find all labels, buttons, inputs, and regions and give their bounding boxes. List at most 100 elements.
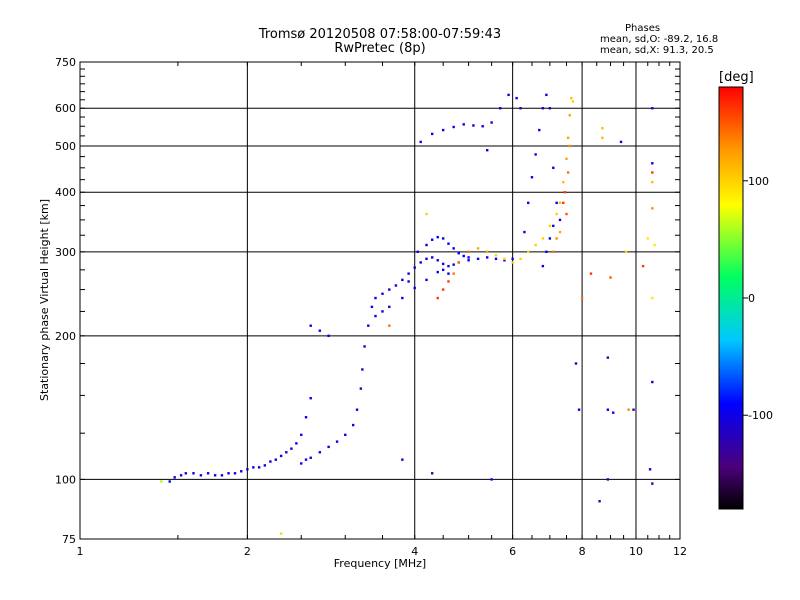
data-point	[447, 242, 450, 245]
data-point	[624, 250, 628, 254]
x-tick-label: 10	[629, 545, 643, 558]
data-point	[240, 470, 243, 473]
data-point	[279, 532, 283, 535]
y-tick-label: 600	[55, 102, 76, 115]
phases-title: Phases	[625, 23, 661, 34]
y-tick-label: 500	[55, 140, 76, 153]
data-point	[511, 261, 514, 264]
data-point	[367, 324, 370, 327]
data-point	[374, 314, 377, 318]
data-point	[601, 136, 604, 140]
data-point	[279, 454, 283, 458]
data-point	[425, 278, 428, 282]
data-point	[503, 257, 506, 261]
data-point	[606, 408, 610, 411]
data-point	[534, 243, 537, 247]
data-point	[220, 474, 224, 477]
data-point	[494, 257, 498, 261]
data-point	[555, 237, 558, 240]
data-point	[548, 107, 552, 110]
x-tick-label: 6	[509, 545, 516, 558]
phases-legend: Phases mean, sd,O: -89.2, 16.8 mean, sd,…	[600, 23, 800, 56]
data-point	[274, 458, 278, 461]
chart-subtitle: RwPretec (8p)	[334, 41, 426, 56]
data-point	[485, 148, 489, 152]
data-point	[565, 212, 568, 216]
data-point	[394, 284, 398, 287]
data-point	[430, 472, 434, 475]
data-point	[646, 237, 649, 240]
y-tick-label: 200	[55, 330, 76, 343]
data-point	[447, 264, 450, 268]
data-point	[436, 270, 439, 274]
data-point	[295, 442, 298, 445]
data-point	[534, 153, 537, 156]
data-point	[574, 362, 578, 365]
data-point	[651, 296, 654, 300]
data-point	[425, 243, 428, 247]
data-point	[199, 474, 203, 477]
data-point	[257, 466, 261, 469]
data-point	[467, 250, 470, 254]
data-point	[570, 96, 573, 100]
data-point	[653, 243, 656, 247]
data-point	[545, 93, 548, 97]
data-point	[388, 305, 391, 309]
x-axis-label: Frequency [MHz]	[334, 557, 426, 570]
data-point	[430, 256, 434, 259]
data-point	[327, 445, 330, 449]
data-point	[407, 280, 410, 283]
data-point	[300, 433, 303, 437]
data-point	[335, 440, 339, 443]
data-point	[571, 100, 575, 103]
data-point	[419, 140, 422, 144]
data-point	[552, 224, 555, 228]
data-point	[580, 296, 584, 300]
data-point	[472, 124, 475, 127]
data-point	[381, 310, 384, 313]
x-tick-label: 4	[411, 545, 418, 558]
y-tick-label: 100	[55, 473, 76, 486]
data-point	[467, 256, 470, 259]
data-point	[246, 468, 249, 471]
data-point	[388, 288, 391, 291]
data-point	[413, 286, 416, 290]
data-point	[538, 128, 541, 132]
data-point	[519, 107, 522, 110]
data-point	[436, 296, 439, 300]
data-point	[651, 162, 654, 165]
data-point	[541, 107, 545, 110]
data-point	[651, 171, 654, 174]
data-point	[555, 212, 558, 216]
colorbar-tick-label: -100	[748, 409, 773, 422]
data-point	[648, 468, 652, 471]
data-point	[651, 180, 654, 184]
data-point	[184, 472, 188, 475]
data-point	[401, 296, 404, 300]
data-point	[413, 266, 416, 269]
data-point	[441, 268, 445, 272]
data-point	[309, 456, 312, 459]
data-point	[457, 261, 460, 264]
data-point	[233, 472, 237, 475]
data-point	[179, 474, 183, 477]
data-point	[227, 472, 230, 475]
data-point	[452, 247, 455, 250]
data-point	[589, 272, 593, 275]
data-point	[263, 464, 267, 467]
data-point	[476, 247, 480, 250]
data-point	[441, 262, 445, 266]
data-point	[441, 288, 445, 291]
data-point	[651, 207, 654, 210]
data-point	[168, 480, 171, 483]
data-point	[436, 235, 439, 239]
data-point	[344, 433, 347, 437]
data-point	[499, 107, 502, 110]
data-point	[318, 451, 322, 454]
data-point	[425, 212, 428, 216]
data-point	[481, 125, 484, 128]
data-point	[327, 334, 330, 338]
data-point	[441, 128, 445, 132]
data-point	[285, 451, 288, 454]
